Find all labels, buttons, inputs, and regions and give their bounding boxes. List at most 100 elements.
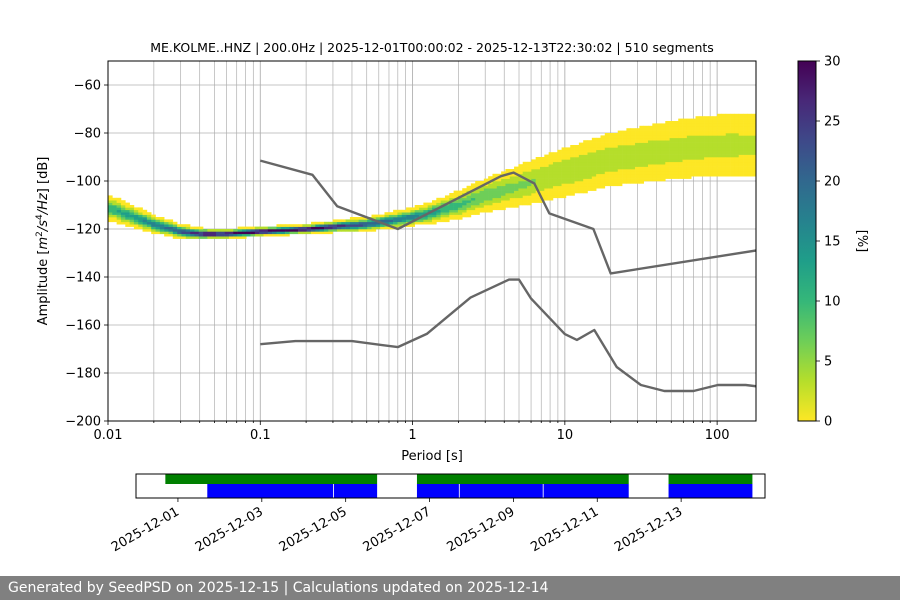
psd-cell [591,137,597,141]
psd-cell [449,209,454,213]
psd-cell [717,137,722,141]
psd-cell [190,233,195,237]
psd-cell [622,147,627,151]
psd-cell [721,116,727,119]
psd-cell [475,190,480,194]
psd-cell [436,205,441,208]
psd-cell [505,185,511,189]
psd-cell [531,195,536,199]
psd-cell [678,118,683,122]
psd-cell [686,128,692,131]
psd-cell [721,152,727,155]
psd-cell [682,140,688,143]
psd-cell [734,173,740,177]
psd-cell [652,147,657,151]
psd-cell [609,161,614,165]
psd-cell [164,229,169,232]
psd-cell [660,166,666,170]
psd-cell [570,190,575,194]
psd-cell [341,226,346,230]
psd-cell [609,135,614,139]
psd-cell [630,130,636,134]
psd-cell [596,166,601,170]
psd-cell [725,121,731,124]
psd-cell [535,200,541,203]
psd-cell [609,154,614,158]
psd-cell [112,209,117,213]
psd-cell [449,193,454,196]
psd-cell [466,212,472,215]
psd-cell [708,171,714,175]
psd-cell [453,214,459,218]
psd-cell [479,190,485,194]
psd-cell [371,217,377,220]
psd-cell [332,229,338,232]
psd-cell [591,166,597,170]
psd-cell [293,229,299,232]
psd-cell [682,173,688,177]
psd-cell [704,152,709,155]
psd-cell [656,128,662,131]
psd-cell [717,161,722,165]
psd-cell [704,154,709,158]
psd-cell [587,173,593,177]
psd-cell [669,130,675,134]
psd-cell [462,212,467,215]
psd-cell [639,171,644,175]
psd-cell [531,188,536,191]
psd-cell [228,229,234,232]
psd-cell [578,188,584,191]
psd-cell [669,137,675,141]
psd-cell [596,185,601,189]
psd-cell [734,154,740,158]
psd-cell [522,190,528,194]
psd-cell [704,137,709,141]
psd-cell [725,164,731,167]
psd-cell [738,125,744,129]
psd-cell [436,202,441,206]
psd-cell [552,176,558,179]
psd-cell [475,197,480,201]
psd-cell [609,142,614,146]
psd-cell [406,209,411,213]
psd-cell [505,202,511,206]
psd-cell [419,209,424,213]
psd-cell [691,154,696,158]
psd-cell [233,229,238,232]
psd-cell [548,197,554,201]
psd-cell [578,149,584,153]
psd-cell [129,214,135,218]
psd-cell [440,202,446,206]
psd-cell [112,205,117,208]
psd-cell [673,145,679,148]
psd-cell [220,236,225,239]
psd-cell [699,137,705,141]
psd-cell [622,133,627,136]
psd-cell [639,130,644,134]
psd-cell [501,202,506,206]
psd-cell [652,142,657,146]
psd-cell [609,178,614,182]
psd-cell [466,188,472,191]
psd-cell [488,185,493,189]
psd-cell [138,209,143,213]
psd-cell [457,190,463,194]
psd-cell [652,130,657,134]
psd-cell [488,205,493,208]
psd-cell [224,229,230,232]
psd-cell [652,154,657,158]
psd-cell [324,229,329,232]
psd-cell [678,128,683,131]
psd-cell [725,125,731,129]
psd-cell [648,137,653,141]
psd-cell [712,173,718,177]
psd-cell [734,113,740,117]
psd-cell [285,231,290,235]
psd-cell [609,164,614,167]
psd-cell [172,229,178,232]
psd-cell [527,171,532,175]
psd-cell [375,224,381,227]
psd-cell [725,147,731,151]
psd-cell [492,195,498,199]
psd-cell [483,205,489,208]
